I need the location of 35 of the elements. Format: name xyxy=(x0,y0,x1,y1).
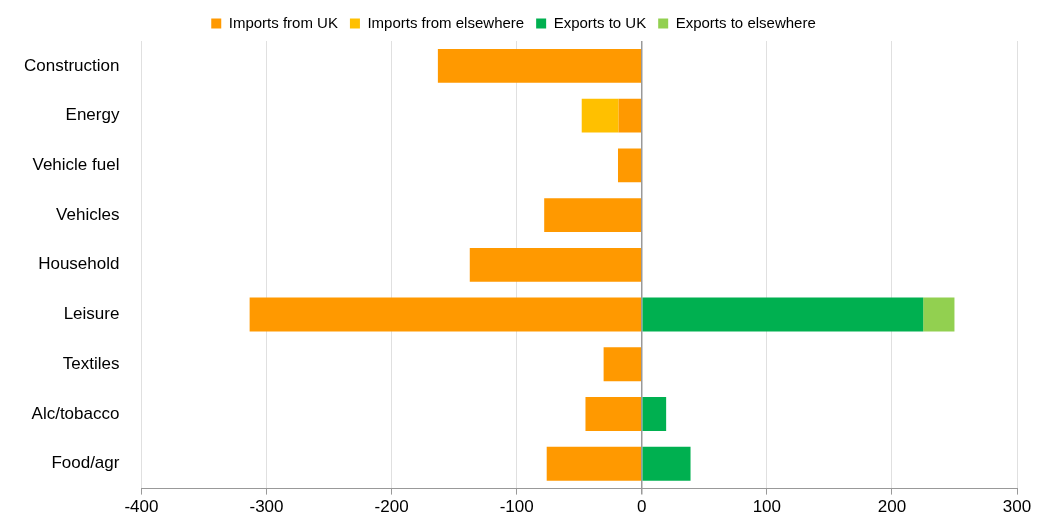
legend-label: Imports from elsewhere xyxy=(367,13,525,31)
x-tick-label: -100 xyxy=(499,497,534,517)
legend-label: Exports to elsewhere xyxy=(675,13,816,31)
x-tick-label: 200 xyxy=(877,497,907,517)
x-tick-label: -300 xyxy=(249,497,284,517)
bar xyxy=(642,446,691,481)
legend-label: Imports from UK xyxy=(228,13,338,31)
bar xyxy=(923,297,955,332)
x-tick-label: 100 xyxy=(752,497,782,517)
y-tick-label: Energy xyxy=(65,105,120,125)
bar xyxy=(617,148,642,183)
bar xyxy=(469,247,642,282)
bar xyxy=(437,48,642,83)
y-tick-label: Alc/tobacco xyxy=(31,403,120,423)
bar xyxy=(618,98,642,133)
bar xyxy=(581,98,619,133)
x-tick-label: 0 xyxy=(637,497,647,517)
bar xyxy=(603,347,642,382)
bar xyxy=(249,297,642,332)
bar xyxy=(544,198,642,232)
y-tick-label: Textiles xyxy=(62,353,120,373)
legend-label: Exports to UK xyxy=(553,13,647,31)
y-tick-label: Household xyxy=(38,254,120,274)
bar xyxy=(546,446,642,481)
y-tick-label: Construction xyxy=(24,55,120,75)
y-tick-label: Leisure xyxy=(63,304,120,324)
bar xyxy=(642,297,924,332)
y-tick-label: Vehicle fuel xyxy=(32,155,120,175)
y-tick-label: Vehicles xyxy=(56,204,120,224)
x-tick-label: -400 xyxy=(124,497,159,517)
x-tick-label: 300 xyxy=(1002,497,1032,517)
x-tick-label: -200 xyxy=(374,497,409,517)
bar xyxy=(585,397,642,431)
y-tick-label: Food/agr xyxy=(51,453,120,473)
bar xyxy=(642,397,667,431)
